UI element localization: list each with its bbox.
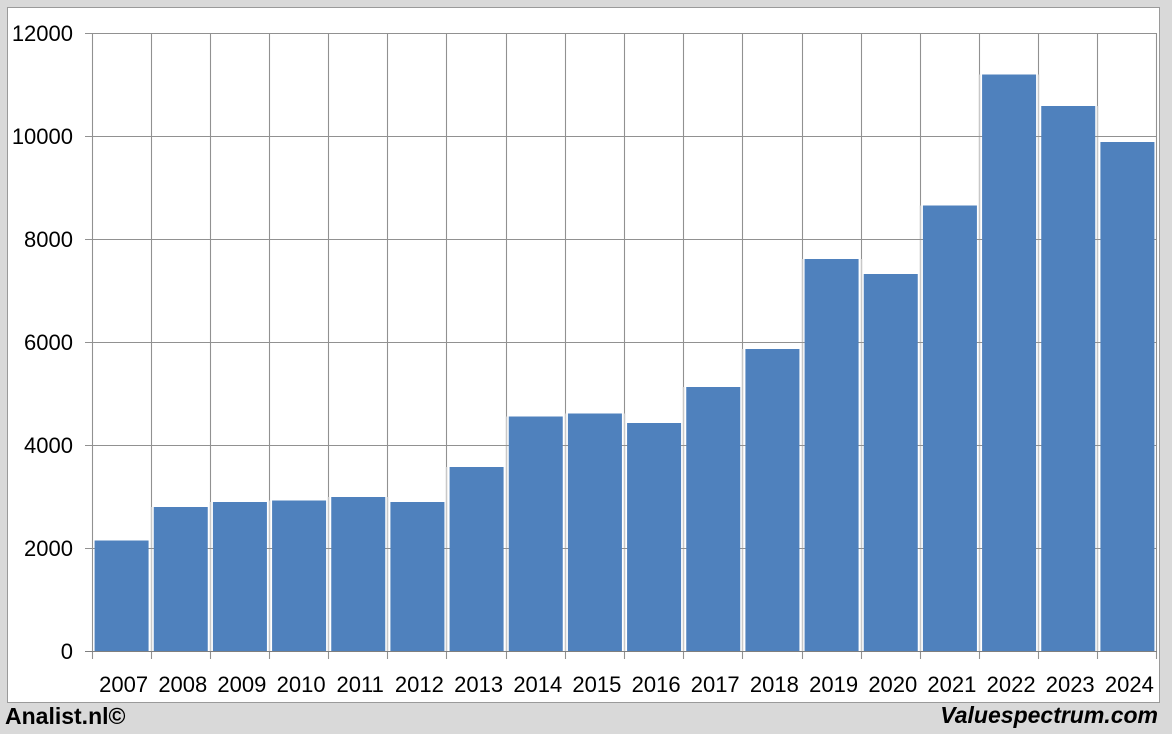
svg-text:Analist.nl©: Analist.nl© [5, 703, 126, 729]
svg-text:2013: 2013 [454, 672, 503, 697]
svg-text:2007: 2007 [99, 672, 148, 697]
svg-text:10000: 10000 [12, 124, 73, 149]
svg-text:6000: 6000 [24, 330, 73, 355]
svg-text:2009: 2009 [217, 672, 266, 697]
svg-text:2016: 2016 [632, 672, 681, 697]
svg-text:2024: 2024 [1105, 672, 1154, 697]
svg-text:2008: 2008 [158, 672, 207, 697]
svg-text:2010: 2010 [277, 672, 326, 697]
svg-text:2019: 2019 [809, 672, 858, 697]
svg-text:0: 0 [61, 639, 73, 664]
svg-text:2018: 2018 [750, 672, 799, 697]
svg-text:2022: 2022 [987, 672, 1036, 697]
svg-text:12000: 12000 [12, 21, 73, 46]
svg-text:2023: 2023 [1046, 672, 1095, 697]
svg-text:2021: 2021 [927, 672, 976, 697]
svg-text:2017: 2017 [691, 672, 740, 697]
svg-text:2012: 2012 [395, 672, 444, 697]
svg-text:2000: 2000 [24, 536, 73, 561]
svg-text:2011: 2011 [337, 672, 384, 697]
svg-text:2014: 2014 [513, 672, 562, 697]
svg-text:2015: 2015 [572, 672, 621, 697]
svg-text:Valuespectrum.com: Valuespectrum.com [940, 702, 1158, 728]
svg-text:2020: 2020 [868, 672, 917, 697]
svg-text:4000: 4000 [24, 433, 73, 458]
svg-text:8000: 8000 [24, 227, 73, 252]
